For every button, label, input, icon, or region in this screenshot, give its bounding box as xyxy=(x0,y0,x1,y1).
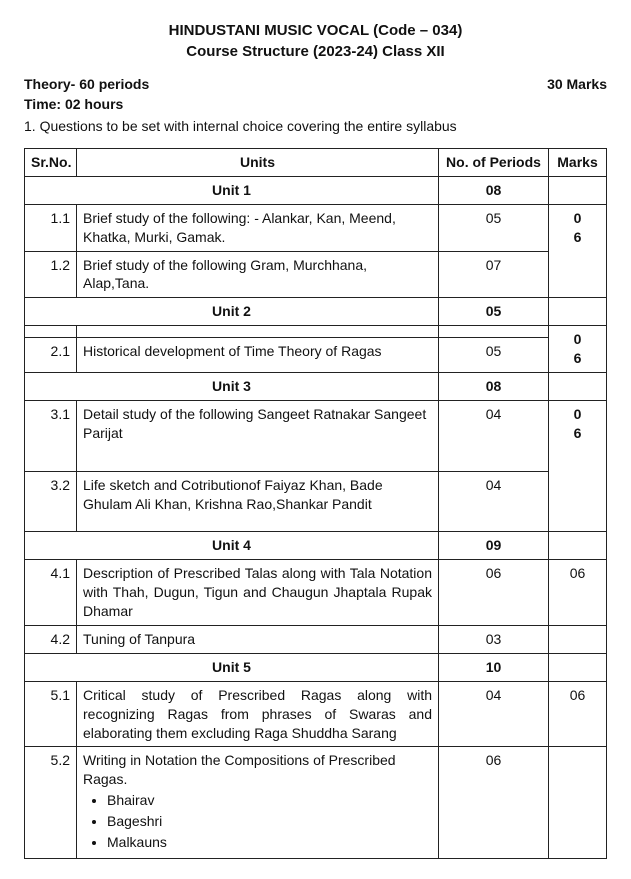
unit1-label: Unit 1 xyxy=(25,176,439,204)
col-periods: No. of Periods xyxy=(439,149,549,177)
marks-unit1: 0 6 xyxy=(549,204,607,298)
unit4-label: Unit 4 xyxy=(25,532,439,560)
periods-3-2: 04 xyxy=(439,471,549,532)
unit2-header-row: Unit 2 05 xyxy=(25,298,607,326)
instruction-text: 1. Questions to be set with internal cho… xyxy=(24,118,607,134)
desc-3-1: Detail study of the following Sangeet Ra… xyxy=(77,400,439,471)
sr-1-2: 1.2 xyxy=(25,251,77,298)
unit4-marks-blank xyxy=(549,532,607,560)
sr-1-1: 1.1 xyxy=(25,204,77,251)
desc-5-2-lead: Writing in Notation the Compositions of … xyxy=(83,752,396,787)
table-header-row: Sr.No. Units No. of Periods Marks xyxy=(25,149,607,177)
desc-5-2-bullets: Bhairav Bageshri Malkauns xyxy=(107,791,432,852)
sr-4-1: 4.1 xyxy=(25,560,77,626)
unit1-marks-blank xyxy=(549,176,607,204)
blank-periods xyxy=(439,326,549,337)
marks-unit2: 0 6 xyxy=(549,326,607,373)
desc-4-2: Tuning of Tanpura xyxy=(77,626,439,654)
unit4-header-row: Unit 4 09 xyxy=(25,532,607,560)
bullet-bageshri: Bageshri xyxy=(107,812,432,831)
meta-row: Theory- 60 periods 30 Marks xyxy=(24,76,607,92)
unit3-header-row: Unit 3 08 xyxy=(25,373,607,401)
theory-label: Theory- 60 periods xyxy=(24,76,149,92)
desc-3-2: Life sketch and Cotributionof Faiyaz Kha… xyxy=(77,471,439,532)
bullet-malkauns: Malkauns xyxy=(107,833,432,852)
unit2-periods: 05 xyxy=(439,298,549,326)
unit2-blank-row: 0 6 xyxy=(25,326,607,337)
row-5-2: 5.2 Writing in Notation the Compositions… xyxy=(25,747,607,858)
blank-desc xyxy=(77,326,439,337)
desc-5-1: Critical study of Prescribed Ragas along… xyxy=(77,681,439,747)
row-1-1: 1.1 Brief study of the following: - Alan… xyxy=(25,204,607,251)
periods-1-2: 07 xyxy=(439,251,549,298)
desc-1-2: Brief study of the following Gram, Murch… xyxy=(77,251,439,298)
row-1-2: 1.2 Brief study of the following Gram, M… xyxy=(25,251,607,298)
sr-4-2: 4.2 xyxy=(25,626,77,654)
row-5-1: 5.1 Critical study of Prescribed Ragas a… xyxy=(25,681,607,747)
title-block: HINDUSTANI MUSIC VOCAL (Code – 034) Cour… xyxy=(24,20,607,62)
periods-4-1: 06 xyxy=(439,560,549,626)
periods-1-1: 05 xyxy=(439,204,549,251)
col-marks: Marks xyxy=(549,149,607,177)
unit3-periods: 08 xyxy=(439,373,549,401)
syllabus-table: Sr.No. Units No. of Periods Marks Unit 1… xyxy=(24,148,607,859)
unit5-periods: 10 xyxy=(439,653,549,681)
sr-2-1: 2.1 xyxy=(25,337,77,372)
col-srno: Sr.No. xyxy=(25,149,77,177)
marks-4-1: 06 xyxy=(549,560,607,626)
periods-3-1: 04 xyxy=(439,400,549,471)
marks-5-2-blank xyxy=(549,747,607,858)
sr-5-2: 5.2 xyxy=(25,747,77,858)
desc-1-1: Brief study of the following: - Alankar,… xyxy=(77,204,439,251)
unit1-header-row: Unit 1 08 xyxy=(25,176,607,204)
row-2-1: 2.1 Historical development of Time Theor… xyxy=(25,337,607,372)
periods-2-1: 05 xyxy=(439,337,549,372)
row-3-2: 3.2 Life sketch and Cotributionof Faiyaz… xyxy=(25,471,607,532)
unit5-header-row: Unit 5 10 xyxy=(25,653,607,681)
title-line1: HINDUSTANI MUSIC VOCAL (Code – 034) xyxy=(24,20,607,41)
unit1-periods: 08 xyxy=(439,176,549,204)
time-label: Time: 02 hours xyxy=(24,96,607,112)
unit3-marks-blank xyxy=(549,373,607,401)
sr-3-2: 3.2 xyxy=(25,471,77,532)
desc-2-1: Historical development of Time Theory of… xyxy=(77,337,439,372)
unit2-marks-blank xyxy=(549,298,607,326)
blank-sr xyxy=(25,326,77,337)
title-line2: Course Structure (2023-24) Class XII xyxy=(24,41,607,62)
unit5-marks-blank xyxy=(549,653,607,681)
row-4-1: 4.1 Description of Prescribed Talas alon… xyxy=(25,560,607,626)
row-3-1: 3.1 Detail study of the following Sangee… xyxy=(25,400,607,471)
col-units: Units xyxy=(77,149,439,177)
row-4-2: 4.2 Tuning of Tanpura 03 xyxy=(25,626,607,654)
unit4-periods: 09 xyxy=(439,532,549,560)
periods-5-1: 04 xyxy=(439,681,549,747)
unit2-label: Unit 2 xyxy=(25,298,439,326)
periods-5-2: 06 xyxy=(439,747,549,858)
sr-3-1: 3.1 xyxy=(25,400,77,471)
desc-4-1: Description of Prescribed Talas along wi… xyxy=(77,560,439,626)
marks-5-1: 06 xyxy=(549,681,607,747)
marks-unit3: 0 6 xyxy=(549,400,607,532)
marks-label: 30 Marks xyxy=(547,76,607,92)
periods-4-2: 03 xyxy=(439,626,549,654)
desc-5-2: Writing in Notation the Compositions of … xyxy=(77,747,439,858)
sr-5-1: 5.1 xyxy=(25,681,77,747)
marks-4-2-blank xyxy=(549,626,607,654)
unit3-label: Unit 3 xyxy=(25,373,439,401)
unit5-label: Unit 5 xyxy=(25,653,439,681)
